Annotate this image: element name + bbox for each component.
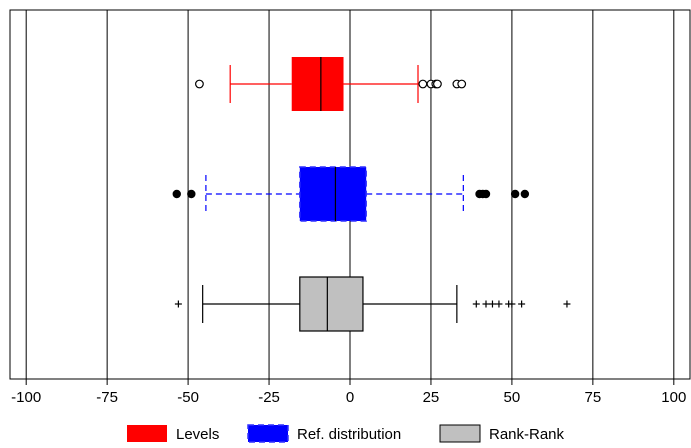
x-tick-label: 100 [661, 389, 686, 406]
legend: Levels Ref. distribution Rank-Rank [127, 424, 565, 443]
box [291, 57, 344, 111]
legend-item-2: Rank-Rank [439, 424, 565, 443]
legend-label: Ref. distribution [297, 426, 401, 443]
outlier-point [495, 300, 503, 308]
legend-swatch [439, 424, 481, 443]
series-2 [174, 276, 571, 332]
legend-swatch [127, 425, 167, 442]
legend-label: Rank-Rank [489, 426, 565, 443]
x-tick-label: 0 [346, 389, 354, 406]
outlier-point [482, 300, 490, 308]
outlier-point [510, 189, 520, 199]
outlier-point [457, 79, 467, 89]
x-tick-label: 50 [504, 389, 521, 406]
legend-swatch [247, 424, 289, 443]
outlier-point [433, 79, 442, 89]
outlier-point [187, 189, 196, 199]
x-axis-ticks: -100 -75 -50 -25 0 25 50 75 100 [11, 379, 686, 406]
x-tick-label: -75 [96, 389, 118, 406]
legend-item-0: Levels [127, 425, 219, 443]
outlier-point [508, 300, 516, 308]
boxes [172, 57, 571, 332]
outlier-point [520, 189, 530, 199]
legend-label: Levels [176, 426, 219, 443]
outlier-point [172, 189, 181, 199]
outlier-point [472, 300, 480, 308]
box [299, 276, 364, 332]
series-1 [172, 166, 530, 222]
series-0 [195, 57, 467, 111]
outlier-point [518, 300, 526, 308]
x-tick-label: -50 [177, 389, 199, 406]
x-tick-label: 25 [423, 389, 440, 406]
outlier-point [195, 79, 204, 89]
legend-item-1: Ref. distribution [247, 424, 401, 443]
x-tick-label: -100 [11, 389, 41, 406]
outlier-point [481, 189, 491, 199]
outlier-point [418, 79, 428, 89]
outlier-point [174, 300, 182, 308]
outlier-point [488, 300, 496, 308]
box [299, 166, 367, 222]
x-tick-label: -25 [258, 389, 280, 406]
outlier-point [563, 300, 571, 308]
x-tick-label: 75 [585, 389, 602, 406]
